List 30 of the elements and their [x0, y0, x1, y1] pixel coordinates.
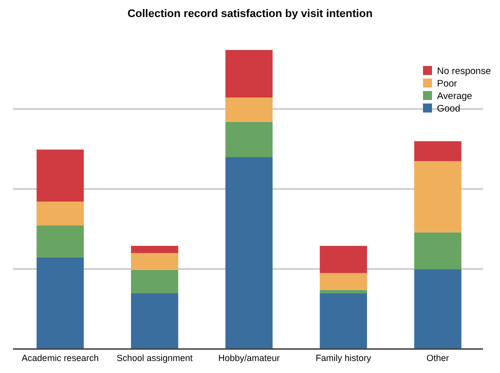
bar: [320, 273, 367, 290]
bar: [225, 122, 273, 158]
bar: [414, 141, 462, 162]
bar: [36, 257, 84, 349]
bar: [320, 293, 367, 349]
x-tick-label: Family history: [316, 353, 372, 363]
bar: [131, 270, 178, 294]
bar: [36, 150, 84, 202]
x-tick-label: Hobby/amateur: [218, 353, 280, 363]
legend-label: Poor: [437, 78, 458, 90]
legend-label: Average: [437, 91, 472, 102]
bar: [225, 98, 273, 122]
bar: [36, 202, 84, 226]
bar: [320, 246, 367, 274]
bar: [225, 50, 273, 98]
x-tick-label: Other: [426, 353, 450, 363]
bar: [414, 232, 462, 270]
legend-label: Good: [437, 104, 460, 114]
bar: [414, 161, 462, 232]
legend-label: No response: [437, 66, 491, 77]
bar: [131, 293, 178, 349]
bar: [320, 290, 367, 294]
bar: [131, 253, 178, 270]
bar: [414, 269, 462, 349]
x-tick-label: School assignment: [116, 353, 194, 363]
bar: [36, 226, 84, 258]
chart-title: Collection record satisfaction by visit intention: [127, 8, 373, 20]
x-tick-label: Academic research: [22, 353, 99, 363]
bar: [131, 246, 178, 254]
bar: [225, 157, 273, 349]
